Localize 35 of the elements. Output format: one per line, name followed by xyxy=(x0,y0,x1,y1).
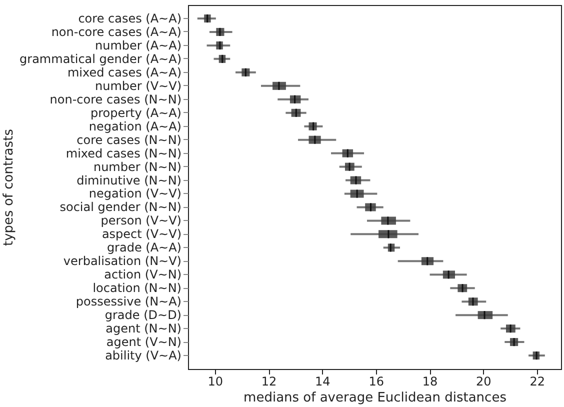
y-tick-label: non-core cases (N~N) xyxy=(50,92,182,106)
y-tick-label: agent (V~N) xyxy=(106,335,182,350)
x-tick-label: 22 xyxy=(530,374,545,388)
x-tick-label: 12 xyxy=(261,374,277,388)
y-tick-label: action (V~N) xyxy=(104,268,182,282)
x-tick-label: 14 xyxy=(315,374,330,388)
x-tick-label: 10 xyxy=(208,374,223,388)
x-tick-label: 18 xyxy=(422,374,438,388)
x-tick-label: 20 xyxy=(476,374,492,388)
y-tick-label: mixed cases (N~N) xyxy=(66,146,182,160)
y-tick-label: possessive (N~A) xyxy=(76,294,182,309)
y-tick-label: number (A~A) xyxy=(95,38,182,52)
y-tick-label: verbalisation (N~V) xyxy=(63,254,182,268)
y-tick-label: core cases (N~N) xyxy=(76,132,182,147)
x-tick-label: 16 xyxy=(368,374,384,388)
y-tick-label: non-core cases (A~A) xyxy=(51,24,182,39)
y-tick-label: ability (V~A) xyxy=(105,348,182,363)
y-tick-label: property (A~A) xyxy=(90,106,182,120)
y-tick-label: core cases (A~A) xyxy=(78,11,182,26)
y-tick-label: location (N~N) xyxy=(92,281,182,296)
y-tick-label: negation (V~V) xyxy=(88,186,182,201)
y-tick-label: grade (A~A) xyxy=(106,240,182,255)
y-tick-label: number (N~N) xyxy=(93,160,182,174)
y-tick-label: number (V~V) xyxy=(95,78,182,93)
y-tick-label: agent (N~N) xyxy=(106,322,182,336)
y-tick-label: social gender (N~N) xyxy=(60,200,182,214)
y-tick-label: grammatical gender (A~A) xyxy=(20,52,182,66)
y-axis-title: types of contrasts xyxy=(2,128,17,246)
y-tick-label: diminutive (N~N) xyxy=(76,173,182,188)
y-tick-label: person (V~V) xyxy=(100,214,182,228)
y-tick-label: aspect (V~V) xyxy=(102,227,182,242)
x-axis-title: medians of average Euclidean distances xyxy=(244,390,507,406)
y-tick-label: grade (D~D) xyxy=(104,308,182,322)
y-tick-label: negation (A~A) xyxy=(88,119,182,134)
y-tick-label: mixed cases (A~A) xyxy=(67,65,182,80)
